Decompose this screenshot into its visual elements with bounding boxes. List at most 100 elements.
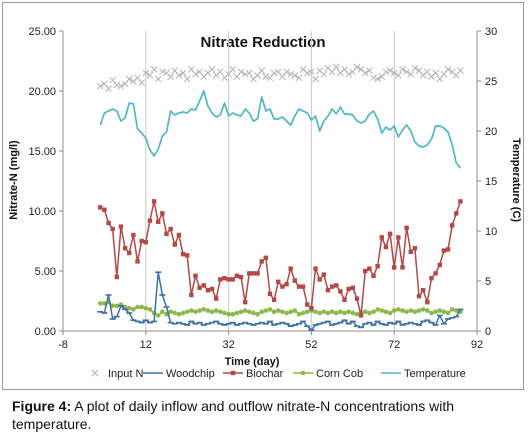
x-tick-label: 32 [222, 339, 234, 351]
biochar-point [218, 277, 223, 282]
input-n-point [229, 66, 237, 73]
input-n-point [138, 79, 146, 86]
biochar-point [267, 291, 273, 296]
input-n-point [208, 66, 216, 73]
corn-cob-point [412, 309, 418, 315]
x-tick-label: 92 [471, 339, 483, 351]
corn-cob-point [131, 307, 136, 312]
corn-cob-point [387, 310, 393, 316]
input-n-point [411, 64, 419, 72]
corn-cob-point [97, 301, 103, 306]
input-n-point [390, 69, 398, 77]
biochar-point [284, 282, 289, 287]
corn-cob-point [143, 305, 149, 311]
input-n-point [320, 70, 328, 78]
corn-cob-point [288, 309, 294, 315]
biochar-point [251, 271, 256, 276]
corn-cob-point [391, 308, 397, 313]
biochar-point [383, 244, 389, 250]
input-n-point [192, 70, 199, 78]
input-n-point [142, 69, 150, 77]
input-n-point [105, 85, 112, 92]
input-n-point [245, 69, 253, 77]
corn-cob-point [383, 309, 389, 315]
biochar-point [429, 276, 434, 281]
biochar-point [338, 289, 343, 294]
corn-cob-point [180, 310, 186, 316]
y-tick-label: 20.00 [28, 86, 56, 98]
input-n-point [113, 81, 121, 89]
plot-series [96, 63, 464, 331]
corn-cob-point [247, 309, 252, 315]
biochar-point [445, 247, 451, 252]
y-tick-label: 5.00 [35, 266, 56, 278]
chart-title: Nitrate Reduction [200, 34, 325, 51]
corn-cob-point [242, 308, 248, 313]
biochar-point [255, 271, 260, 276]
nitrate-chart: Nitrate Reduction Nitrate-N (mg/l) Tempe… [8, 26, 522, 380]
corn-cob-point [329, 309, 335, 315]
x-tick-label: -8 [58, 339, 68, 351]
corn-cob-point [396, 307, 401, 312]
corn-cob-point [201, 307, 207, 312]
input-n-point [353, 63, 361, 71]
corn-cob-point [433, 309, 438, 315]
biochar-point [197, 285, 202, 290]
corn-cob-point [168, 309, 173, 315]
biochar-point [106, 220, 111, 226]
biochar-point [276, 279, 281, 284]
legend-item-woodchip: Woodchip [143, 368, 215, 380]
biochar-point [156, 219, 161, 224]
biochar-point [371, 273, 376, 278]
y-tick-label: 0.00 [35, 326, 56, 338]
input-n-point [146, 72, 154, 79]
biochar-point [437, 262, 442, 268]
input-n-point [394, 72, 402, 79]
input-n-point [403, 68, 410, 76]
corn-cob-point [255, 311, 260, 317]
corn-cob-point [408, 308, 414, 313]
x-axis-label: Time (day) [225, 356, 280, 368]
biochar-point [420, 288, 426, 293]
corn-cob-point [362, 309, 368, 315]
biochar-point [222, 276, 227, 281]
corn-cob-point [189, 308, 194, 313]
x-tick-label: 52 [305, 339, 317, 351]
biochar-point [176, 232, 182, 238]
corn-cob-point [333, 310, 339, 316]
input-n-point [407, 70, 415, 78]
biochar-point [334, 283, 339, 288]
legend-swatch-marker [91, 369, 99, 377]
biochar-point [309, 306, 314, 311]
input-n-point [295, 74, 303, 82]
corn-cob-point [267, 307, 273, 312]
y2-tick-label: 5 [485, 276, 491, 288]
y2-tick-label: 0 [485, 326, 491, 338]
biochar-point [350, 285, 355, 290]
biochar-point [143, 240, 148, 245]
biochar-point [416, 294, 422, 299]
biochar-point [127, 250, 132, 256]
corn-cob-point [114, 303, 120, 309]
corn-cob-point [135, 304, 140, 310]
biochar-point [114, 274, 120, 280]
input-n-point [287, 70, 295, 78]
biochar-point [325, 288, 331, 293]
input-n-point [150, 66, 158, 73]
biochar-point [296, 284, 302, 289]
corn-cob-point [222, 310, 227, 316]
corn-cob-point [300, 310, 306, 316]
biochar-point [168, 226, 173, 232]
input-n-point [345, 70, 353, 78]
input-n-point [179, 69, 187, 77]
biochar-point [305, 302, 310, 307]
x-tick-label: 12 [140, 339, 152, 351]
series-biochar [98, 199, 463, 318]
corn-cob-point [304, 309, 310, 315]
biochar-point [160, 211, 165, 216]
biochar-point [288, 266, 293, 271]
grid-lines [62, 31, 478, 331]
input-n-point [361, 69, 369, 77]
biochar-point [379, 235, 384, 240]
input-n-point [386, 67, 394, 74]
